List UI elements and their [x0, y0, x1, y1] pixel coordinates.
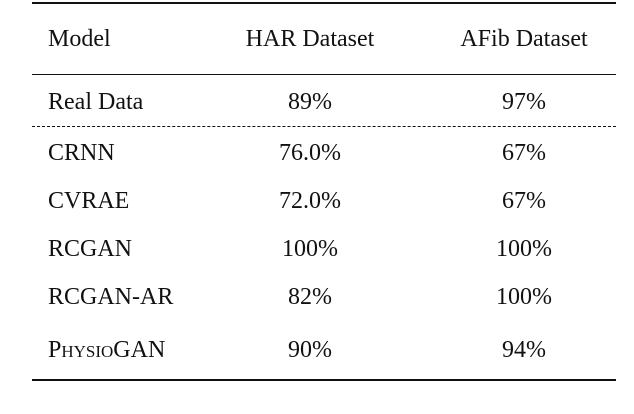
header-cell: Model: [48, 26, 111, 52]
score-cell: 82%: [288, 284, 332, 310]
header-cell: HAR Dataset: [245, 26, 375, 52]
score-cell: 100%: [282, 236, 338, 262]
model-name: PhysioGAN: [48, 337, 166, 363]
bottom-rule: [32, 379, 616, 381]
score-cell: 76.0%: [279, 140, 341, 166]
score-cell: 94%: [502, 337, 546, 363]
score-cell: 100%: [496, 236, 552, 262]
model-name: CRNN: [48, 140, 115, 166]
header-rule: [32, 74, 616, 75]
header-cell: AFib Dataset: [460, 26, 588, 52]
score-cell: 100%: [496, 284, 552, 310]
score-cell: 67%: [502, 140, 546, 166]
score-cell: 97%: [502, 89, 546, 115]
score-cell: 90%: [288, 337, 332, 363]
model-name: CVRAE: [48, 188, 130, 214]
score-cell: 67%: [502, 188, 546, 214]
score-cell: 89%: [288, 89, 332, 115]
model-name: RCGAN: [48, 236, 133, 262]
top-rule: [32, 2, 616, 4]
model-name: Real Data: [48, 89, 144, 115]
dashed-separator: [32, 126, 616, 127]
score-cell: 72.0%: [279, 188, 341, 214]
model-name: RCGAN-AR: [48, 284, 174, 310]
